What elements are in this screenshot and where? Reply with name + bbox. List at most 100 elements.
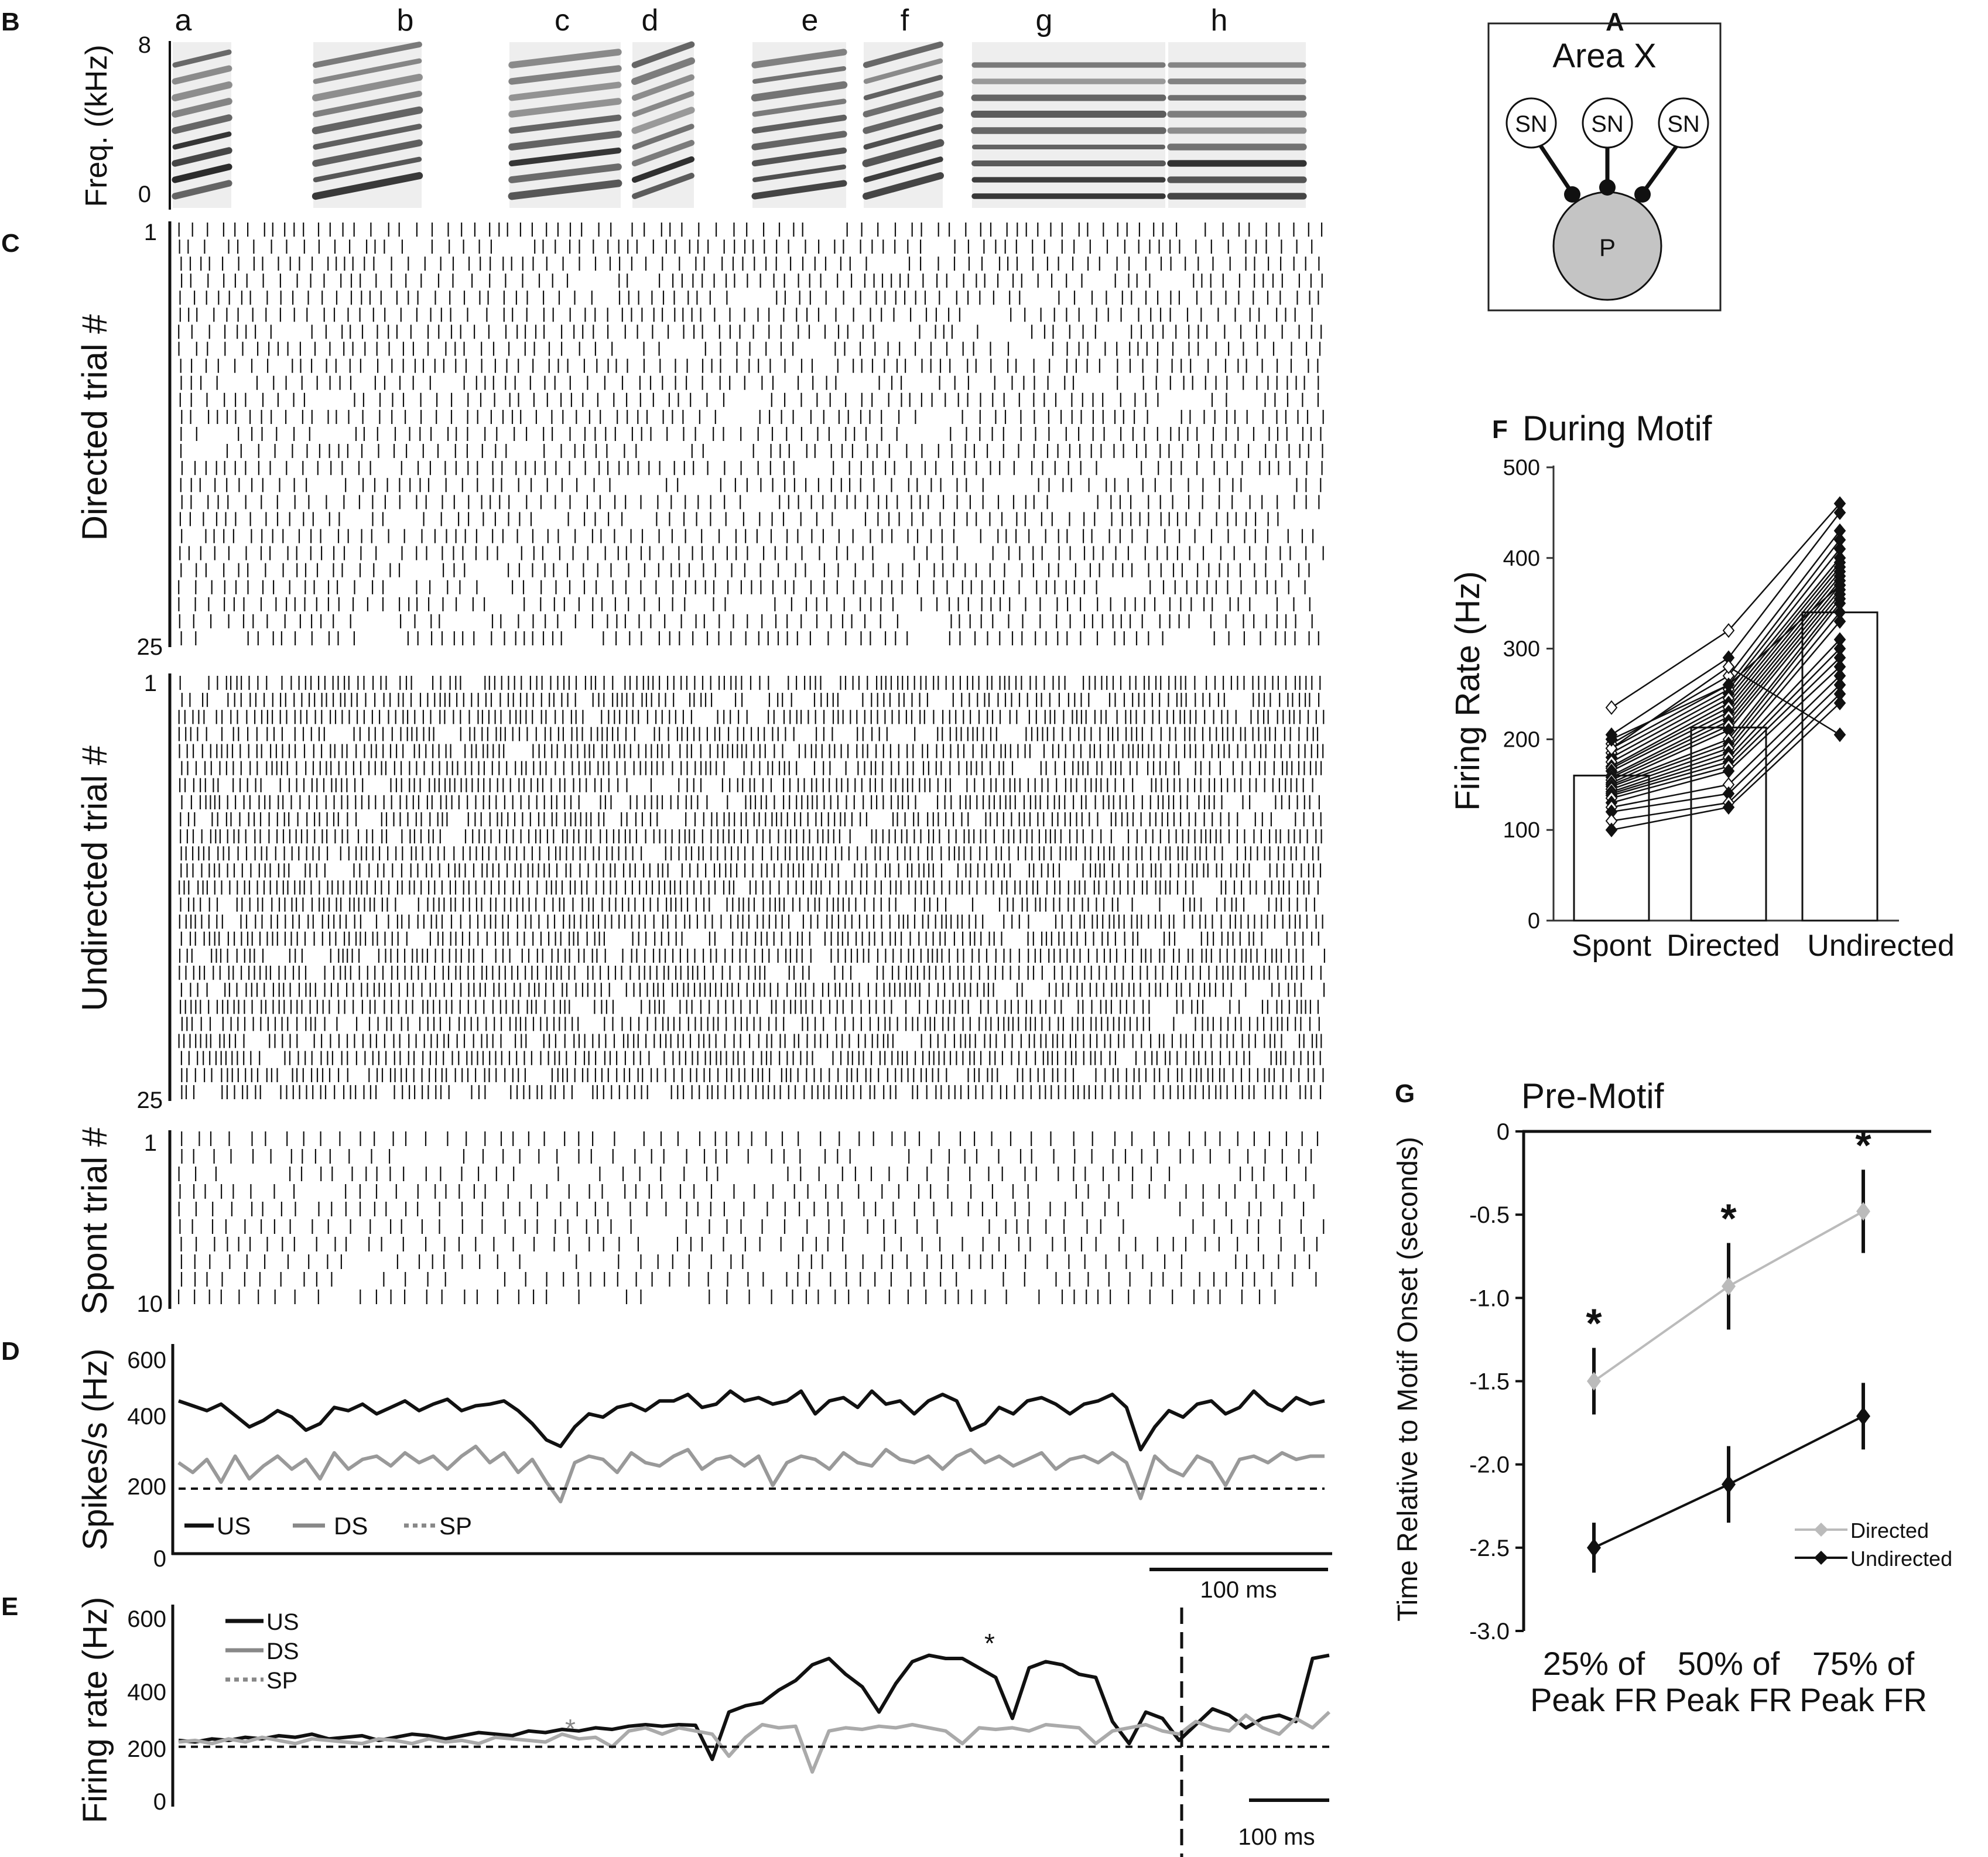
harmonic-band — [631, 139, 695, 167]
harmonic-band — [508, 147, 622, 167]
raster-trial-row — [179, 307, 1313, 322]
sn-axon-right — [1641, 139, 1682, 195]
undirected-first-trial: 1 — [144, 671, 157, 696]
sn-neuron-middle — [1582, 97, 1633, 149]
spectrogram-syllable-a — [172, 42, 232, 208]
raster-trial-row — [179, 290, 1319, 305]
raster-trial-row — [180, 863, 1322, 878]
harmonic-band — [752, 164, 847, 183]
raster-trial-row — [180, 983, 1325, 997]
directed-first-trial: 1 — [144, 220, 157, 245]
raster-trial-row — [179, 744, 1324, 758]
raster-trial-row — [181, 461, 1323, 476]
raster-trial-row — [180, 563, 1310, 577]
panel-a: A Area X SN SN SN P — [1487, 8, 1722, 312]
raster-trial-row — [181, 409, 1324, 424]
harmonic-band — [862, 172, 945, 200]
harmonic-band — [172, 131, 232, 150]
synapse-right — [1634, 186, 1651, 203]
raster-trial-row — [178, 597, 1310, 611]
harmonic-band — [508, 114, 622, 134]
raster-trial-row — [180, 631, 1319, 645]
raster-trial-row — [180, 931, 1319, 946]
raster-trial-row — [179, 512, 1279, 526]
harmonic-band — [752, 66, 847, 84]
harmonic-band — [172, 49, 232, 68]
raster-trial-row — [179, 966, 1322, 980]
raster-trial-row — [179, 614, 1313, 628]
spectrogram-syllable-f — [862, 41, 945, 208]
harmonic-band — [751, 49, 847, 69]
raster-trial-row — [181, 761, 1322, 775]
harmonic-band — [313, 58, 422, 84]
harmonic-band — [751, 81, 848, 102]
sn-neuron-left — [1505, 97, 1557, 149]
raster-trial-row — [180, 812, 1322, 827]
raster-trial-row — [181, 529, 1314, 543]
raster-trial-row — [179, 948, 1325, 963]
panel-c: C 1 25 Directed trial # 1 25 Undirected … — [1, 220, 1325, 1317]
syllable-label-f: f — [901, 4, 909, 37]
harmonic-band — [508, 65, 622, 85]
panel-letter-c: C — [1, 229, 20, 258]
raster-trial-row — [178, 727, 1319, 741]
raster-trial-row — [181, 693, 1320, 707]
raster-trial-row — [179, 240, 1313, 254]
harmonic-band — [631, 107, 695, 134]
sn-axon-left — [1535, 139, 1574, 194]
raster-trial-row — [179, 914, 1323, 929]
harmonic-band — [312, 106, 423, 135]
raster-trial-row — [179, 778, 1313, 792]
harmonic-band — [312, 90, 423, 118]
harmonic-band — [863, 41, 944, 69]
raster-trial-row — [180, 375, 1319, 390]
raster-trial-row — [180, 846, 1319, 861]
harmonic-band — [313, 156, 422, 183]
panel-letter-a: A — [1606, 8, 1624, 36]
spectrogram-ylabel: Freq. ((kHz) — [80, 45, 114, 207]
syllable-label-g: g — [1036, 4, 1053, 37]
spectrogram-syllable-c — [508, 42, 622, 208]
raster-trial-row — [178, 223, 1323, 237]
harmonic-band — [508, 49, 622, 69]
undirected-last-trial: 25 — [137, 1087, 163, 1113]
harmonic-band — [863, 107, 944, 134]
raster-trial-row — [178, 341, 1321, 356]
raster-trial-row — [180, 358, 1319, 373]
harmonic-band — [172, 81, 232, 101]
syllable-label-a: a — [175, 4, 192, 37]
syllable-label-e: e — [802, 4, 819, 37]
harmonic-band — [631, 57, 696, 86]
p-label: P — [1599, 234, 1616, 261]
raster-trial-row — [180, 897, 1315, 912]
raster-trial-row — [179, 392, 1319, 407]
synapse-left — [1564, 186, 1580, 203]
harmonic-band — [312, 139, 423, 167]
undirected-raster — [178, 676, 1325, 1099]
spectrogram-syllable-g — [971, 42, 1166, 208]
panel-letter-b: B — [1, 8, 20, 36]
harmonic-band — [172, 98, 232, 118]
harmonic-band — [631, 156, 695, 183]
raster-trial-row — [178, 580, 1306, 594]
directed-raster-label: Directed trial # — [75, 314, 114, 541]
harmonic-band — [313, 124, 422, 150]
harmonic-band — [172, 65, 232, 85]
syllable-label-h: h — [1211, 4, 1228, 37]
area-x-box — [1487, 22, 1722, 312]
raster-trial-row — [181, 795, 1320, 809]
panel-b: B a b c d e f g h 8 0 Freq. ((kHz) — [1, 4, 1307, 210]
harmonic-band — [508, 98, 622, 118]
spectrogram-ytick-0: 0 — [138, 182, 151, 207]
raster-trial-row — [180, 444, 1323, 459]
synapse-middle — [1599, 179, 1616, 196]
area-x-title: Area X — [1552, 37, 1656, 75]
harmonic-band — [172, 163, 232, 183]
raster-trial-row — [178, 324, 1322, 339]
syllable-label-d: d — [642, 4, 659, 37]
sn-label-middle: SN — [1591, 111, 1624, 137]
harmonic-band — [631, 74, 695, 101]
spectrogram-syllable-h — [1167, 42, 1307, 208]
spectrogram — [172, 41, 1307, 208]
harmonic-band — [863, 58, 943, 84]
